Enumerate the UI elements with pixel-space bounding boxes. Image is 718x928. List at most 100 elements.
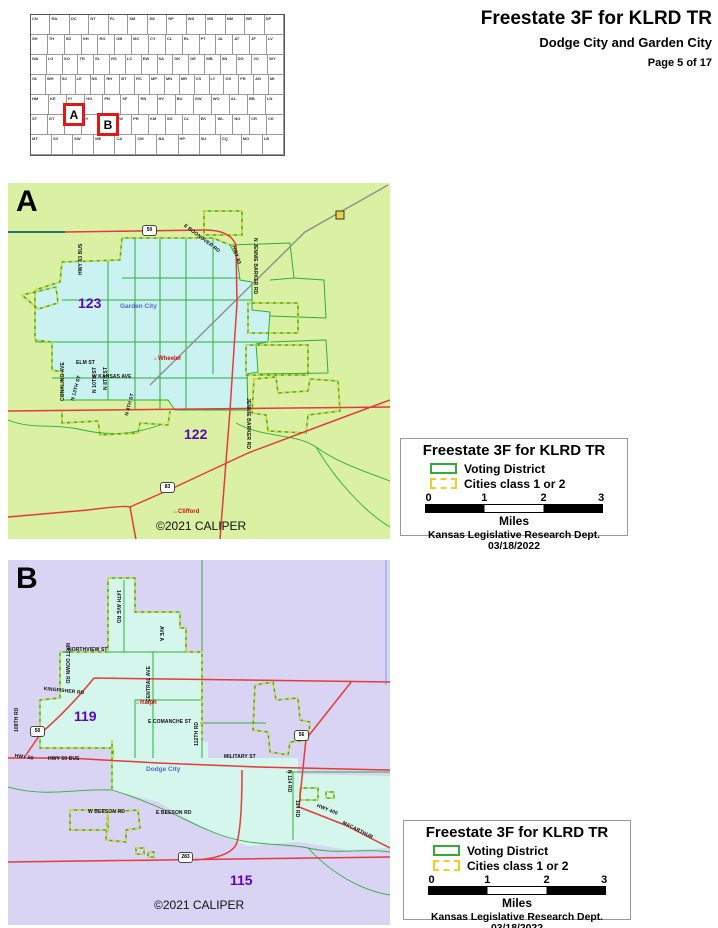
highway-shield: 50 <box>30 726 45 737</box>
county-abbrev: DK <box>174 56 181 61</box>
panel-letter-a: A <box>16 185 38 218</box>
county-abbrev: MC <box>133 36 140 41</box>
city-name-label: Garden City <box>120 303 157 310</box>
county-abbrev: GY <box>82 116 89 121</box>
county-cell: GE <box>189 55 205 75</box>
district-number: 115 <box>230 872 253 888</box>
panel-letter-b: B <box>16 562 38 595</box>
voting-district-swatch <box>433 845 460 856</box>
county-cell: MP <box>150 75 165 95</box>
county-cell: RO <box>98 35 116 55</box>
county-abbrev: ME <box>95 136 102 141</box>
county-cell: AL <box>229 95 248 115</box>
street-label: W KANSAS AVE <box>92 374 132 380</box>
county-cell: RN <box>139 95 158 115</box>
county-row: WA LG GO TR EL RS LC EW SA DK GE WB SN DG JO WY <box>31 55 284 75</box>
county-abbrev: HG <box>86 96 93 101</box>
county-cell: MI <box>269 75 284 95</box>
street-label: 108TH RD <box>14 707 20 732</box>
cities-swatch <box>430 478 457 489</box>
county-abbrev: NT <box>90 16 96 21</box>
scale-tick: 2 <box>543 874 550 886</box>
county-abbrev: LN <box>267 96 273 101</box>
scale-unit: Miles <box>498 514 529 528</box>
county-cell: RC <box>135 75 150 95</box>
county-abbrev: JF <box>251 36 256 41</box>
highway-shield: 283 <box>178 852 193 863</box>
district-number: 119 <box>74 708 97 724</box>
county-abbrev: PT <box>200 36 206 41</box>
county-cell: OS <box>224 75 240 95</box>
street-label: ELM ST <box>76 360 95 366</box>
kansas-locator-map: A B CN RA DC NT PL SM JW RP WS MS NM BR DP SH TH SD GH RO… <box>30 14 285 156</box>
county-cell: GH <box>81 35 99 55</box>
county-abbrev: GO <box>63 56 70 61</box>
page-title: Freestate 3F for KLRD TR <box>480 8 712 29</box>
scale-ticks: 0 1 2 3 <box>428 874 607 886</box>
voting-district-swatch <box>430 463 457 474</box>
county-cell: HP <box>178 135 200 155</box>
county-cell: WB <box>204 55 221 75</box>
county-cell: WL <box>216 115 234 135</box>
county-abbrev: SA <box>158 56 165 61</box>
county-abbrev: PN <box>104 96 110 101</box>
legend-title: Freestate 3F for KLRD TR <box>425 824 609 841</box>
street-label: N 8TH ST <box>103 366 109 390</box>
legend-credit: Kansas Legislative Research Dept. 03/18/… <box>430 912 604 928</box>
street-label: N JENNIE BARKER RD <box>252 238 258 295</box>
county-abbrev: SF <box>122 96 128 101</box>
county-abbrev: RO <box>99 36 106 41</box>
county-cell: KM <box>149 115 166 135</box>
street-label: JENNIE BARKER RD <box>245 398 251 450</box>
county-abbrev: BU <box>176 96 183 101</box>
copyright-label: ©2021 CALIPER <box>156 519 247 533</box>
county-abbrev: SG <box>166 116 173 121</box>
county-abbrev: AN <box>255 76 261 81</box>
county-cell: JW <box>147 15 168 35</box>
county-cell: RS <box>110 55 126 75</box>
street-label: N 114 RD <box>286 770 292 793</box>
county-abbrev: CL <box>183 116 190 121</box>
county-cell: RH <box>105 75 121 95</box>
street-label: KINGFISHER RD <box>43 686 85 697</box>
county-abbrev: BT <box>121 76 127 81</box>
place-label: Clifford <box>174 509 199 515</box>
county-abbrev: KM <box>150 116 157 121</box>
county-abbrev: WB <box>205 56 213 61</box>
county-cell: NO <box>233 115 251 135</box>
county-abbrev: JA <box>217 36 223 41</box>
county-cell: CR <box>250 115 268 135</box>
county-cell: SC <box>60 75 76 95</box>
county-abbrev: TH <box>48 36 55 41</box>
county-abbrev: SH <box>32 36 38 41</box>
county-cell: SU <box>199 135 221 155</box>
county-cell: SM <box>128 15 148 35</box>
county-cell: MC <box>132 35 150 55</box>
county-abbrev: WH <box>46 76 54 81</box>
county-abbrev: CR <box>251 116 257 121</box>
county-abbrev: AL <box>230 96 237 101</box>
county-cell: MT <box>31 135 53 155</box>
highway-shield: 56 <box>294 730 309 741</box>
county-abbrev: PR <box>133 116 139 121</box>
legend-item-voting-district: Voting District <box>430 461 598 476</box>
county-cell: CQ <box>220 135 242 155</box>
scale-tick: 1 <box>481 492 488 504</box>
county-cell: PL <box>108 15 129 35</box>
district-number: 122 <box>184 426 208 442</box>
county-abbrev: CY <box>150 36 156 41</box>
county-cell: BB <box>247 95 267 115</box>
county-abbrev: HP <box>179 136 186 141</box>
street-label: E COMANCHE ST <box>148 719 192 725</box>
county-abbrev: AT <box>234 36 240 41</box>
county-abbrev: JW <box>148 16 155 21</box>
county-cell: FR <box>239 75 255 95</box>
county-cell: PR <box>132 115 150 135</box>
street-label: HWY 400 <box>315 803 339 817</box>
county-cell: LE <box>75 75 91 95</box>
county-cell: MN <box>164 75 180 95</box>
street-label: HWY 50 BUS <box>48 756 80 762</box>
county-cell: CA <box>115 135 137 155</box>
county-abbrev: GE <box>190 56 196 61</box>
